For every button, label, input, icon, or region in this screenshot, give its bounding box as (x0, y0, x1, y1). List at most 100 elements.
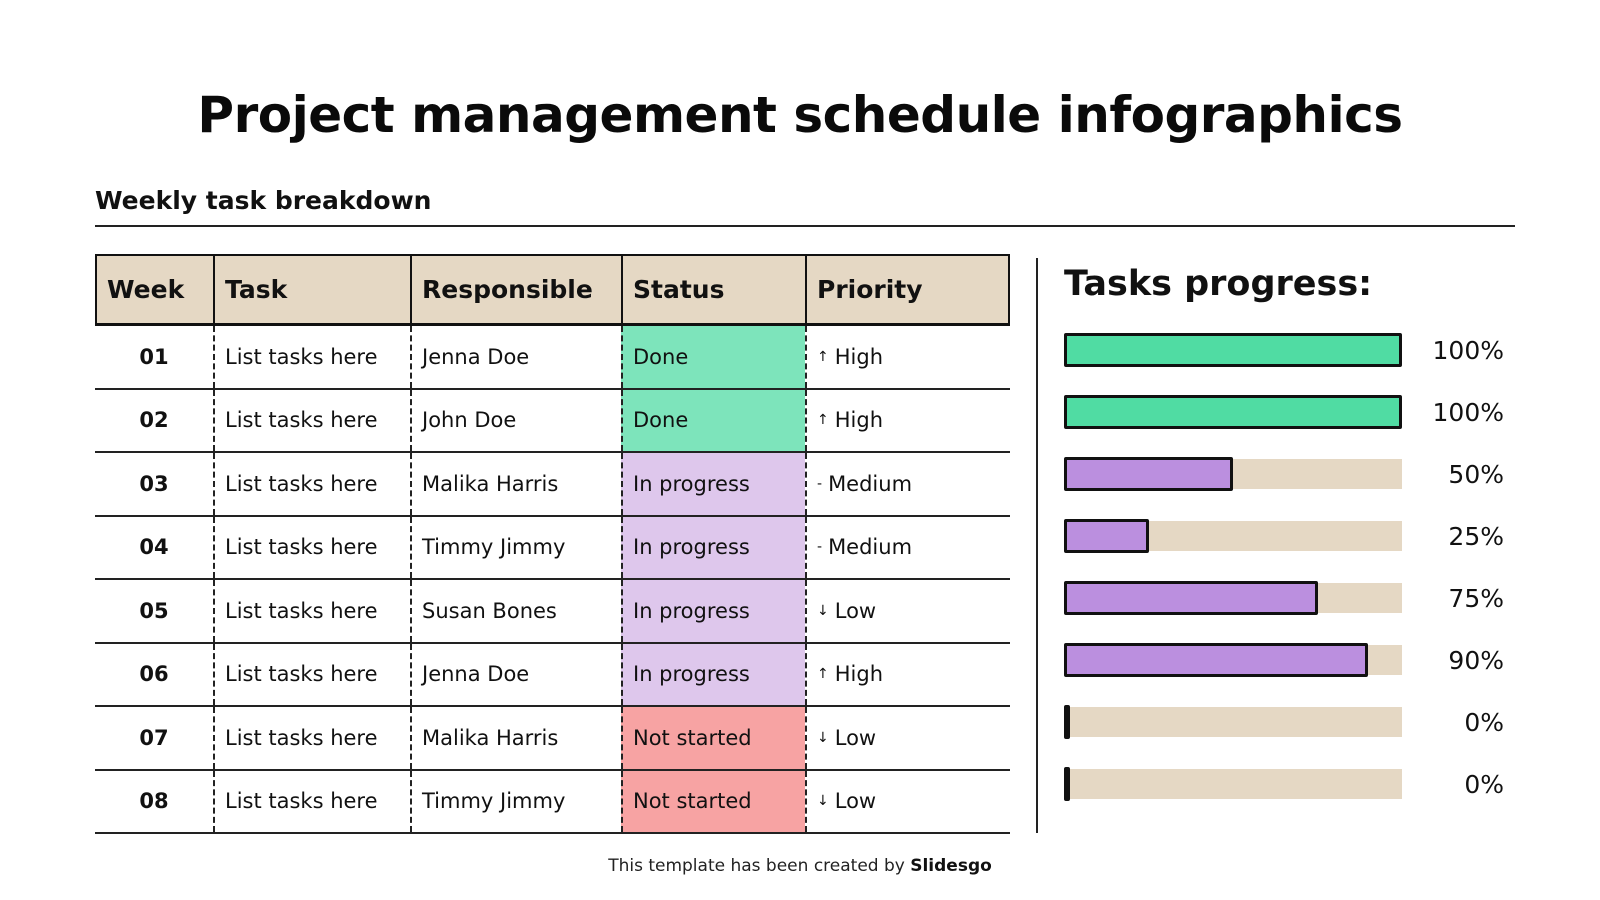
header-task: Task (215, 256, 412, 323)
responsible-cell: John Doe (410, 389, 621, 451)
priority-label: Low (834, 725, 877, 750)
priority-arrow-icon: ↓ (817, 729, 829, 746)
priority-arrow-icon: - (817, 475, 823, 492)
responsible-cell: Jenna Doe (410, 643, 621, 705)
priority-label: Low (834, 598, 877, 623)
progress-percent: 90% (1448, 645, 1504, 675)
table-row: 07 List tasks here Malika Harris Not starte… (95, 707, 1010, 771)
responsible-cell: Timmy Jimmy (410, 770, 621, 832)
progress-bar: 100% (1064, 395, 1504, 429)
header-priority: Priority (817, 275, 923, 304)
progress-bar: 90% (1064, 643, 1504, 677)
table-row: 03 List tasks here Malika Harris In progres… (95, 453, 1010, 517)
week-cell: 02 (139, 408, 169, 433)
priority-label: High (834, 408, 883, 433)
panel-divider (1036, 258, 1038, 833)
week-cell: 04 (139, 535, 169, 560)
progress-bar: 0% (1064, 767, 1504, 801)
priority-arrow-icon: ↑ (817, 348, 829, 365)
responsible-cell: Timmy Jimmy (410, 516, 621, 578)
responsible-cell: Malika Harris (410, 707, 621, 769)
progress-track (1064, 769, 1402, 799)
table-row: 05 List tasks here Susan Bones In progress ↓… (95, 580, 1010, 644)
status-cell: In progress (621, 580, 805, 642)
responsible-cell: Jenna Doe (410, 326, 621, 388)
priority-cell: ↑ High (805, 326, 1010, 388)
page-title: Project management schedule infographics (197, 86, 1403, 144)
task-cell: List tasks here (213, 389, 410, 451)
section-subtitle: Weekly task breakdown (95, 186, 432, 215)
footer-brand: Slidesgo (910, 856, 992, 876)
week-cell: 06 (139, 662, 169, 687)
priority-label: Medium (828, 535, 913, 560)
week-cell: 01 (139, 344, 169, 369)
status-cell: In progress (621, 453, 805, 515)
priority-cell: - Medium (805, 516, 1010, 578)
status-cell: In progress (621, 643, 805, 705)
table-body: 01 List tasks here Jenna Doe Done ↑ High 02 Lis… (95, 326, 1010, 834)
week-cell: 05 (139, 598, 169, 623)
task-cell: List tasks here (213, 516, 410, 578)
priority-arrow-icon: ↓ (817, 793, 829, 810)
status-cell: Done (621, 326, 805, 388)
task-cell: List tasks here (213, 707, 410, 769)
progress-fill (1064, 457, 1233, 491)
priority-arrow-icon: ↑ (817, 666, 829, 683)
subtitle-divider (95, 225, 1515, 227)
progress-fill (1064, 643, 1368, 677)
progress-percent: 100% (1432, 335, 1504, 365)
progress-fill (1064, 333, 1402, 367)
progress-percent: 75% (1448, 583, 1504, 613)
priority-cell: - Medium (805, 453, 1010, 515)
task-cell: List tasks here (213, 580, 410, 642)
priority-label: Medium (828, 471, 913, 496)
table-row: 01 List tasks here Jenna Doe Done ↑ High (95, 326, 1010, 390)
progress-fill (1064, 581, 1318, 615)
progress-percent: 100% (1432, 397, 1504, 427)
priority-cell: ↑ High (805, 389, 1010, 451)
progress-bar: 50% (1064, 457, 1504, 491)
task-cell: List tasks here (213, 643, 410, 705)
priority-label: High (834, 662, 883, 687)
progress-percent: 50% (1448, 459, 1504, 489)
footer-text: This template has been created by (608, 856, 911, 876)
progress-fill (1064, 519, 1149, 553)
progress-fill (1064, 705, 1070, 739)
priority-cell: ↓ Low (805, 770, 1010, 832)
progress-title: Tasks progress: (1064, 264, 1373, 304)
week-cell: 07 (139, 725, 169, 750)
priority-label: Low (834, 789, 877, 814)
status-cell: Done (621, 389, 805, 451)
priority-arrow-icon: ↓ (817, 602, 829, 619)
progress-percent: 25% (1448, 521, 1504, 551)
progress-bar: 0% (1064, 705, 1504, 739)
header-week: Week (97, 256, 215, 323)
footer-credit: This template has been created by Slides… (0, 856, 1600, 876)
progress-fill (1064, 395, 1402, 429)
table-row: 02 List tasks here John Doe Done ↑ High (95, 389, 1010, 453)
task-cell: List tasks here (213, 770, 410, 832)
table-row: 06 List tasks here Jenna Doe In progress ↑ Hi… (95, 643, 1010, 707)
priority-arrow-icon: ↑ (817, 412, 829, 429)
progress-bar: 75% (1064, 581, 1504, 615)
progress-percent: 0% (1464, 769, 1504, 799)
progress-track (1064, 707, 1402, 737)
header-status: Status (623, 256, 807, 323)
week-cell: 08 (139, 789, 169, 814)
priority-label: High (834, 344, 883, 369)
task-cell: List tasks here (213, 326, 410, 388)
schedule-table: Week Task Responsible Status Priority 01… (95, 254, 1010, 834)
priority-cell: ↑ High (805, 643, 1010, 705)
header-responsible: Responsible (412, 256, 623, 323)
status-cell: In progress (621, 516, 805, 578)
priority-cell: ↓ Low (805, 707, 1010, 769)
progress-percent: 0% (1464, 707, 1504, 737)
table-row: 08 List tasks here Timmy Jimmy Not started ↓… (95, 770, 1010, 834)
responsible-cell: Malika Harris (410, 453, 621, 515)
progress-bar: 100% (1064, 333, 1504, 367)
progress-bar: 25% (1064, 519, 1504, 553)
responsible-cell: Susan Bones (410, 580, 621, 642)
priority-cell: ↓ Low (805, 580, 1010, 642)
status-cell: Not started (621, 707, 805, 769)
table-header: Week Task Responsible Status Priority (95, 254, 1010, 326)
